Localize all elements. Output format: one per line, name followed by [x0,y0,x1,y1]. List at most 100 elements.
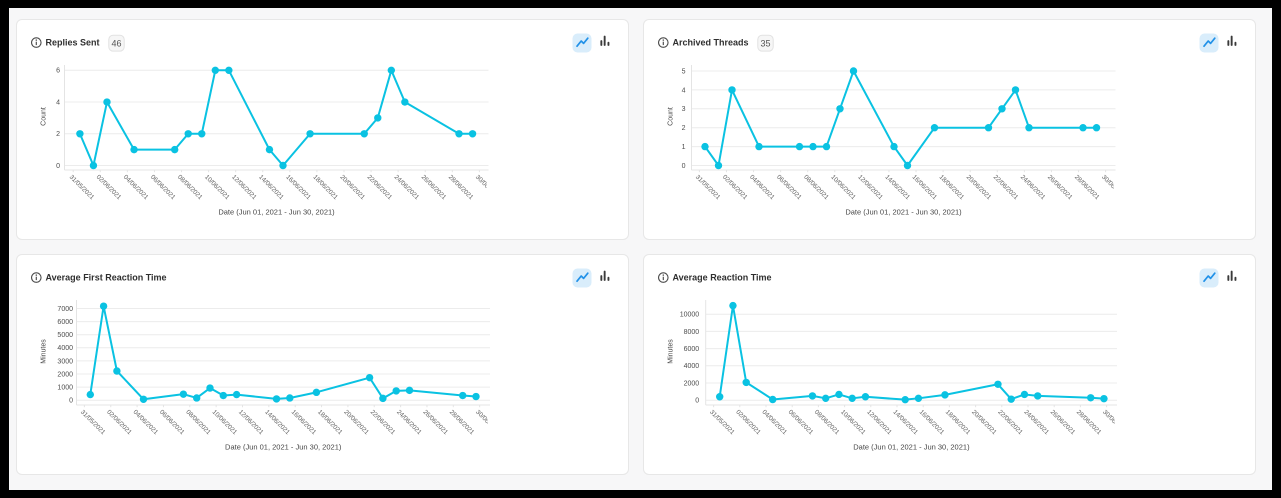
svg-text:06/06/2021: 06/06/2021 [775,174,803,202]
svg-text:Minutes: Minutes [40,339,47,364]
svg-text:20/06/2021: 20/06/2021 [338,174,366,202]
svg-text:10/06/2021: 10/06/2021 [839,409,867,437]
svg-text:06/06/2021: 06/06/2021 [148,174,176,202]
svg-text:35: 35 [760,39,770,49]
svg-text:Average Reaction Time: Average Reaction Time [672,272,771,282]
svg-text:2: 2 [681,125,685,132]
svg-text:04/06/2021: 04/06/2021 [131,409,159,437]
svg-text:26/06/2021: 26/06/2021 [421,409,449,437]
svg-text:5: 5 [681,68,685,75]
svg-text:10/06/2021: 10/06/2021 [829,174,857,202]
svg-text:5000: 5000 [57,332,73,339]
svg-text:18/06/2021: 18/06/2021 [316,409,344,437]
svg-text:04/06/2021: 04/06/2021 [748,174,776,202]
svg-text:1: 1 [681,144,685,151]
svg-text:06/06/2021: 06/06/2021 [786,409,814,437]
svg-text:08/06/2021: 08/06/2021 [802,174,830,202]
svg-text:16/06/2021: 16/06/2021 [289,409,317,437]
svg-text:30/06/2021: 30/06/2021 [1101,409,1129,437]
svg-text:Date (Jun 01, 2021 - Jun 30, 2: Date (Jun 01, 2021 - Jun 30, 2021) [225,442,342,451]
svg-text:20/06/2021: 20/06/2021 [964,174,992,202]
svg-text:6000: 6000 [57,319,73,326]
svg-text:02/06/2021: 02/06/2021 [94,174,122,202]
svg-text:31/05/2021: 31/05/2021 [708,409,736,437]
svg-text:3: 3 [681,106,685,113]
svg-text:31/05/2021: 31/05/2021 [78,409,106,437]
svg-text:14/06/2021: 14/06/2021 [883,174,911,202]
svg-text:22/06/2021: 22/06/2021 [368,409,396,437]
svg-text:12/06/2021: 12/06/2021 [865,409,893,437]
svg-text:08/06/2021: 08/06/2021 [184,409,212,437]
svg-text:4000: 4000 [57,345,73,352]
svg-text:46: 46 [111,39,121,49]
svg-text:02/06/2021: 02/06/2021 [720,174,748,202]
svg-text:22/06/2021: 22/06/2021 [991,174,1019,202]
svg-text:4000: 4000 [683,363,699,370]
svg-text:22/06/2021: 22/06/2021 [365,174,393,202]
svg-text:6000: 6000 [683,346,699,353]
svg-text:Archived Threads: Archived Threads [672,37,748,47]
svg-text:06/06/2021: 06/06/2021 [157,409,185,437]
svg-text:1000: 1000 [57,385,73,392]
svg-text:31/05/2021: 31/05/2021 [67,174,95,202]
svg-text:7000: 7000 [57,306,73,313]
svg-text:16/06/2021: 16/06/2021 [910,174,938,202]
svg-text:28/06/2021: 28/06/2021 [1073,174,1101,202]
svg-text:02/06/2021: 02/06/2021 [734,409,762,437]
svg-text:0: 0 [56,163,60,170]
svg-text:4: 4 [681,87,685,94]
svg-text:8000: 8000 [683,329,699,336]
svg-text:3000: 3000 [57,358,73,365]
svg-text:2000: 2000 [683,380,699,387]
svg-text:16/06/2021: 16/06/2021 [284,174,312,202]
svg-text:18/06/2021: 18/06/2021 [311,174,339,202]
svg-text:Average First Reaction Time: Average First Reaction Time [45,272,166,282]
svg-text:10000: 10000 [679,312,699,319]
svg-text:28/06/2021: 28/06/2021 [446,174,474,202]
svg-text:Minutes: Minutes [667,339,674,364]
svg-text:30/06/2021: 30/06/2021 [473,174,501,202]
svg-text:0: 0 [695,398,699,405]
svg-text:Replies Sent: Replies Sent [45,37,99,47]
svg-text:08/06/2021: 08/06/2021 [812,409,840,437]
svg-text:10/06/2021: 10/06/2021 [203,174,231,202]
svg-text:24/06/2021: 24/06/2021 [1018,174,1046,202]
svg-text:02/06/2021: 02/06/2021 [105,409,133,437]
svg-text:24/06/2021: 24/06/2021 [1022,409,1050,437]
svg-text:30/06/2021: 30/06/2021 [1100,174,1128,202]
svg-text:14/06/2021: 14/06/2021 [257,174,285,202]
svg-text:6: 6 [56,68,60,75]
svg-text:18/06/2021: 18/06/2021 [937,174,965,202]
svg-text:0: 0 [681,163,685,170]
svg-text:Date (Jun 01, 2021 - Jun 30, 2: Date (Jun 01, 2021 - Jun 30, 2021) [218,207,335,216]
svg-text:18/06/2021: 18/06/2021 [943,409,971,437]
svg-text:28/06/2021: 28/06/2021 [447,409,475,437]
svg-text:24/06/2021: 24/06/2021 [395,409,423,437]
svg-text:14/06/2021: 14/06/2021 [263,409,291,437]
svg-text:04/06/2021: 04/06/2021 [121,174,149,202]
svg-text:4: 4 [56,99,60,106]
svg-text:Date (Jun 01, 2021 - Jun 30, 2: Date (Jun 01, 2021 - Jun 30, 2021) [853,442,970,451]
svg-text:20/06/2021: 20/06/2021 [970,409,998,437]
svg-text:Count: Count [40,107,47,126]
svg-text:Date (Jun 01, 2021 - Jun 30, 2: Date (Jun 01, 2021 - Jun 30, 2021) [845,207,962,216]
svg-text:0: 0 [69,398,73,405]
svg-text:20/06/2021: 20/06/2021 [342,409,370,437]
svg-text:16/06/2021: 16/06/2021 [917,409,945,437]
svg-text:28/06/2021: 28/06/2021 [1074,409,1102,437]
svg-text:26/06/2021: 26/06/2021 [1045,174,1073,202]
svg-text:04/06/2021: 04/06/2021 [760,409,788,437]
svg-text:26/06/2021: 26/06/2021 [419,174,447,202]
svg-text:12/06/2021: 12/06/2021 [856,174,884,202]
svg-text:12/06/2021: 12/06/2021 [230,174,258,202]
svg-text:24/06/2021: 24/06/2021 [392,174,420,202]
svg-text:08/06/2021: 08/06/2021 [176,174,204,202]
svg-text:31/05/2021: 31/05/2021 [693,174,721,202]
svg-text:Count: Count [667,107,674,126]
svg-text:2000: 2000 [57,371,73,378]
svg-text:22/06/2021: 22/06/2021 [996,409,1024,437]
svg-text:2: 2 [56,131,60,138]
svg-text:10/06/2021: 10/06/2021 [210,409,238,437]
svg-text:26/06/2021: 26/06/2021 [1048,409,1076,437]
svg-text:30/06/2021: 30/06/2021 [474,409,502,437]
